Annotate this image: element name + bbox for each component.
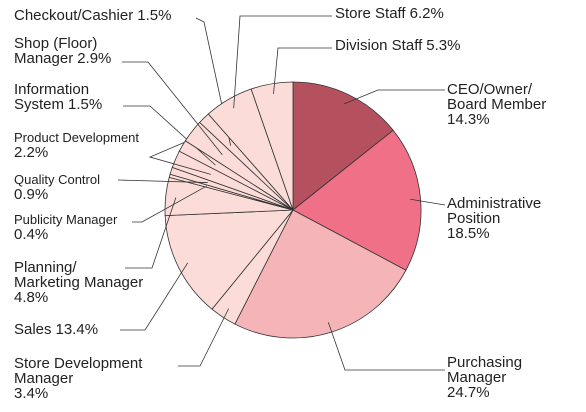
value-label: 2.2%: [14, 144, 49, 161]
category-label: Store Development Manager: [14, 355, 143, 387]
slice-label: Store Development Manager 3.4%: [14, 356, 142, 401]
value-label: 0.4%: [14, 226, 49, 243]
slice-label: Sales 13.4%: [14, 322, 98, 337]
value-label: 4.8%: [14, 289, 49, 306]
slice-label: Quality Control 0.9%: [14, 172, 100, 202]
pie-slice: [250, 81, 294, 211]
category-label: Planning/ Marketing Manager: [14, 259, 144, 291]
leader-line: [122, 61, 223, 156]
leader-line: [343, 89, 445, 105]
value-label: 14.3%: [447, 111, 490, 128]
slice-label: Product Development 2.2%: [14, 130, 139, 160]
category-label: Sales: [14, 321, 52, 338]
category-label: Administrative Position: [447, 195, 542, 227]
category-label: Information System: [14, 81, 90, 113]
category-label: CEO/Owner/ Board Member: [447, 81, 547, 113]
category-label: Product Development: [14, 130, 140, 145]
value-label: 5.3%: [426, 37, 461, 54]
pie-slice: [292, 81, 394, 211]
value-label: 18.5%: [447, 225, 490, 242]
slice-label: Administrative Position 18.5%: [447, 196, 541, 241]
category-label: Shop (Floor) Manager: [14, 35, 98, 67]
category-label: Purchasing Manager: [447, 354, 523, 386]
value-label: 2.9%: [77, 50, 112, 67]
slice-label: Division Staff 5.3%: [335, 38, 460, 53]
value-label: 1.5%: [137, 7, 172, 24]
slice-label: Planning/ Marketing Manager 4.8%: [14, 260, 143, 305]
value-label: 1.5%: [68, 96, 103, 113]
leader-line: [117, 179, 208, 183]
pie-slice: [164, 209, 294, 310]
leader-line: [410, 198, 446, 206]
slice-label: Checkout/Cashier 1.5%: [14, 8, 171, 23]
value-label: 3.4%: [14, 385, 49, 402]
leader-line: [327, 322, 445, 371]
category-label: Publicity Manager: [14, 212, 118, 227]
category-label: Checkout/Cashier: [14, 7, 134, 24]
value-label: 0.9%: [14, 186, 49, 203]
category-label: Division Staff: [335, 37, 423, 54]
slice-label: Information System 1.5%: [14, 82, 102, 112]
leader-line: [178, 308, 230, 367]
slice-label: Purchasing Manager 24.7%: [447, 355, 522, 400]
value-label: 24.7%: [447, 384, 490, 401]
slice-label: Store Staff 6.2%: [335, 6, 444, 21]
leader-line: [125, 197, 177, 269]
leader-line: [273, 47, 332, 94]
slice-label: CEO/Owner/ Board Member 14.3%: [447, 82, 546, 127]
category-label: Store Staff: [335, 5, 406, 22]
slice-label: Shop (Floor) Manager 2.9%: [14, 36, 111, 66]
slice-label: Publicity Manager 0.4%: [14, 212, 117, 242]
leader-line: [233, 15, 332, 109]
pie-slice: [292, 129, 422, 271]
leader-line: [132, 185, 207, 223]
leader-line: [148, 139, 211, 175]
category-label: Quality Control: [14, 172, 100, 187]
value-label: 13.4%: [55, 321, 99, 338]
value-label: 6.2%: [409, 5, 444, 22]
leader-line: [120, 262, 189, 331]
